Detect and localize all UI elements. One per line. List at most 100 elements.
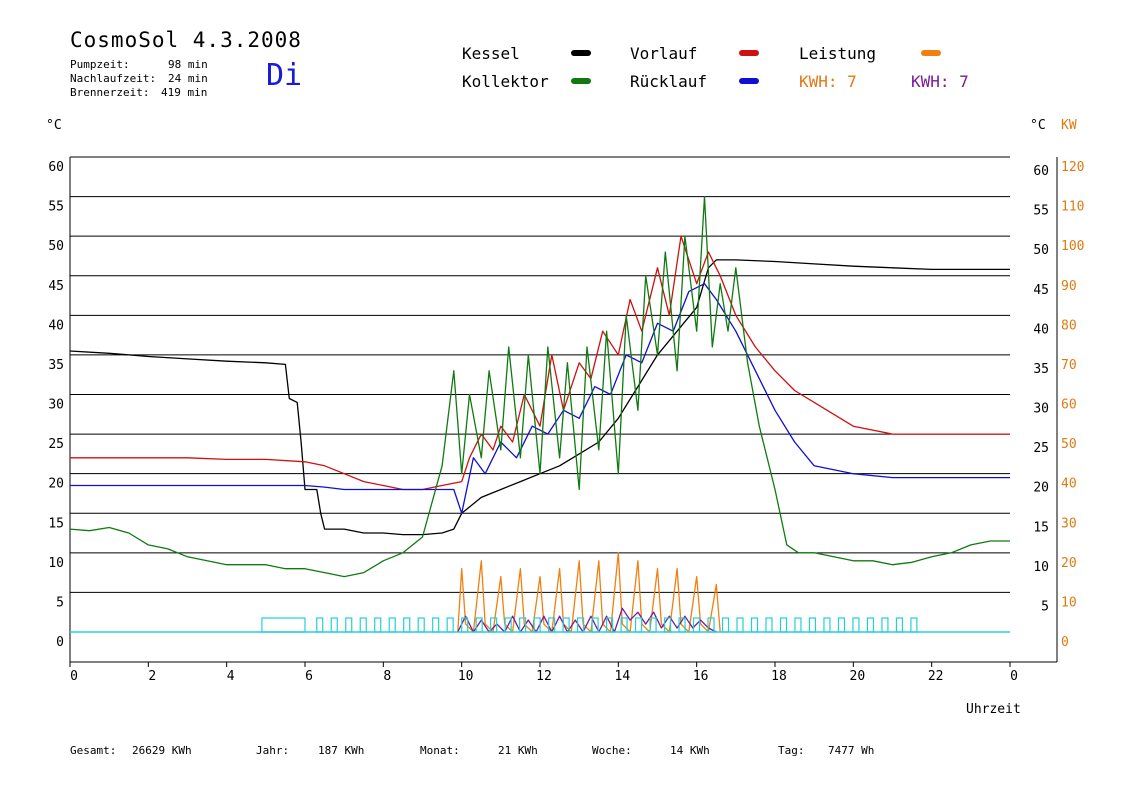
- pump-marker: [605, 617, 614, 633]
- y-kw-tick-label: 110: [1061, 200, 1084, 215]
- series-line-rcklauf: [70, 283, 1010, 514]
- pump-marker: [475, 617, 483, 633]
- legend-label-kessel: Kessel: [462, 44, 520, 63]
- y-kw-tick-label: 70: [1061, 358, 1077, 373]
- y-kw-tick-label: 80: [1061, 318, 1077, 333]
- y-left-tick-label: 30: [48, 398, 64, 413]
- pump-marker: [403, 617, 411, 633]
- pump-marker: [432, 617, 440, 633]
- y-left-tick-label: 20: [48, 477, 64, 492]
- pump-marker: [591, 617, 599, 633]
- stat-value-pumpzeit: 98 min: [168, 58, 208, 71]
- pump-marker: [750, 617, 759, 633]
- pump-marker: [823, 617, 831, 633]
- y-kw-tick-label: 120: [1061, 160, 1084, 175]
- legend-kwh-purple: KWH: 7: [911, 72, 969, 91]
- legend-kwh-orange: KWH: 7: [799, 72, 857, 91]
- stat-label-nachlaufzeit: Nachlaufzeit:: [70, 72, 157, 85]
- pump-block: [261, 617, 306, 633]
- y-right-tick-label: 20: [1033, 481, 1049, 496]
- legend-label-ruecklauf: Rücklauf: [630, 72, 708, 91]
- y-kw-tick-label: 60: [1061, 398, 1077, 413]
- x-tick-label: 10: [458, 669, 474, 684]
- pump-marker: [649, 617, 657, 633]
- tick-labels: 0 2 4 6 8 10 12 14 16 18 20 22 005101520253035404550…: [48, 160, 1084, 684]
- series-line-vorlauf: [70, 235, 1010, 491]
- y-kw-tick-label: 20: [1061, 556, 1077, 571]
- footer-label-gesamt: Gesamt:: [70, 744, 117, 757]
- footer-value-monat: 21 KWh: [498, 744, 538, 757]
- y-right-tick-label: 60: [1033, 164, 1049, 179]
- right-unit-label-kw: KW: [1061, 118, 1077, 133]
- axes: [69, 157, 1058, 667]
- legend-swatch-kessel: [571, 50, 591, 56]
- pump-marker: [562, 617, 570, 633]
- pump-marker: [576, 617, 585, 633]
- y-left-tick-label: 55: [48, 200, 64, 215]
- legend-label-vorlauf: Vorlauf: [630, 44, 698, 63]
- x-tick-label: 8: [383, 669, 391, 684]
- y-kw-tick-label: 50: [1061, 437, 1077, 452]
- pump-marker: [866, 617, 875, 633]
- legend-swatch-vorlauf: [739, 50, 759, 56]
- pump-marker: [374, 617, 382, 633]
- pump-marker: [663, 617, 672, 633]
- legend-swatch-leistung: [921, 50, 941, 56]
- y-right-tick-label: 45: [1033, 283, 1049, 298]
- pump-marker: [519, 617, 527, 633]
- footer-label-monat: Monat:: [420, 744, 460, 757]
- pump-marker: [461, 617, 469, 633]
- legend-label-leistung: Leistung: [799, 44, 877, 63]
- y-left-tick-label: 10: [48, 556, 64, 571]
- y-right-tick-label: 10: [1033, 560, 1049, 575]
- y-right-tick-label: 25: [1033, 441, 1049, 456]
- y-right-tick-label: 5: [1041, 599, 1049, 614]
- pump-marker: [548, 617, 556, 633]
- y-right-tick-label: 55: [1033, 204, 1049, 219]
- stat-value-brennerzeit: 419 min: [161, 86, 208, 99]
- y-right-tick-label: 50: [1033, 243, 1049, 258]
- x-axis-label: Uhrzeit: [966, 702, 1021, 717]
- x-tick-label: 6: [305, 669, 313, 684]
- pump-marker: [359, 617, 367, 633]
- x-tick-label: 14: [615, 669, 631, 684]
- footer-value-gesamt: 26629 KWh: [132, 744, 192, 757]
- series-line-kessel: [69, 259, 1010, 536]
- pump-marker: [533, 617, 541, 633]
- series-line-kwh: [457, 607, 717, 633]
- y-left-tick-label: 5: [56, 595, 64, 610]
- legend-label-kollektor: Kollektor: [462, 72, 549, 91]
- y-right-tick-label: 15: [1033, 520, 1049, 535]
- footer-value-tag: 7477 Wh: [828, 744, 875, 757]
- legend-swatch-ruecklauf: [739, 78, 759, 84]
- y-left-tick-label: 45: [48, 279, 64, 294]
- pump-marker: [417, 617, 425, 633]
- y-left-tick-label: 0: [56, 635, 64, 650]
- series-lines: [69, 195, 1010, 633]
- y-left-tick-label: 25: [48, 437, 64, 452]
- left-unit-label: °C: [46, 118, 62, 133]
- pump-marker: [881, 617, 889, 633]
- pump-marker: [895, 617, 904, 633]
- pump-marker: [707, 617, 715, 633]
- y-kw-tick-label: 10: [1061, 595, 1077, 610]
- legend-swatch-kollektor: [571, 78, 591, 84]
- pump-marker: [330, 617, 338, 633]
- footer-label-jahr: Jahr:: [256, 744, 290, 757]
- pump-marker: [736, 617, 744, 633]
- stat-label-pumpzeit: Pumpzeit:: [70, 58, 130, 71]
- footer-value-jahr: 187 KWh: [318, 744, 365, 757]
- x-tick-label: 0: [70, 669, 78, 684]
- pump-marker: [910, 617, 918, 633]
- x-tick-label: 2: [148, 669, 156, 684]
- chart-title: CosmoSol 4.3.2008: [70, 28, 302, 52]
- stat-value-nachlaufzeit: 24 min: [168, 72, 208, 85]
- pump-marker: [634, 617, 643, 633]
- y-left-tick-label: 50: [48, 239, 64, 254]
- footer-value-woche: 14 KWh: [670, 744, 710, 757]
- pump-marker: [678, 617, 686, 633]
- pump-marker: [765, 617, 773, 633]
- x-tick-label: 16: [693, 669, 709, 684]
- pump-marker: [345, 617, 353, 633]
